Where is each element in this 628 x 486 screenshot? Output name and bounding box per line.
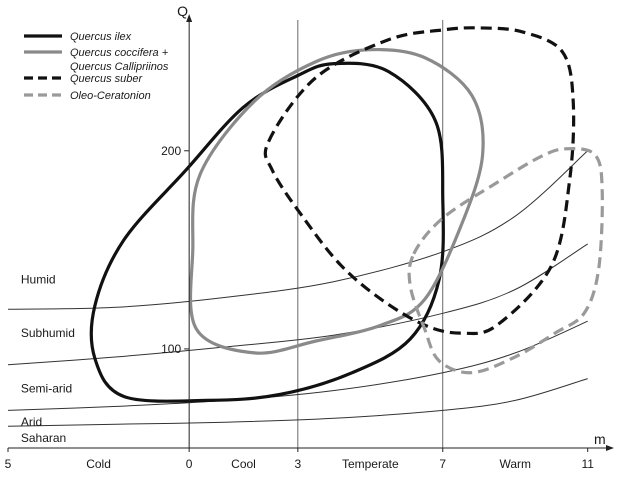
x-tick-label: 5 [5, 457, 12, 471]
zone-label: Semi-arid [21, 382, 72, 396]
zone-boundary [7, 378, 588, 427]
series-curve [263, 26, 576, 336]
x-tick-label: 7 [439, 457, 446, 471]
y-tick-label: 200 [161, 144, 181, 158]
x-tick-label: 11 [581, 457, 594, 471]
series-layer [89, 26, 604, 403]
zone-label: Arid [21, 415, 42, 429]
zone-boundary [7, 243, 588, 366]
legend-label-part: Quercus coccifera + [70, 47, 169, 59]
y-tick-label: 100 [161, 342, 181, 356]
y-axis-label: Q [177, 3, 188, 19]
x-zone-label: Cool [231, 457, 256, 471]
legend-label: Quercus ilex [70, 31, 132, 43]
x-tick-label: 3 [295, 457, 302, 471]
x-zone-label: Warm [499, 457, 531, 471]
series-curve [188, 47, 485, 355]
zone-label: Humid [21, 273, 56, 287]
x-axis-arrow [606, 445, 614, 451]
legend: Quercus ilex Quercus coccifera + Quercus C… [24, 31, 169, 102]
series-curve [89, 61, 445, 403]
x-axis-label: m [594, 431, 606, 447]
zone-boundary [7, 150, 589, 310]
x-tick-label: 0 [186, 457, 193, 471]
series-curve [407, 147, 604, 375]
x-zone-label: Temperate [342, 457, 399, 471]
axis-layer: Q m 5 0 3 7 11 Cold Cool Temperate Warm 100 200 [5, 3, 614, 471]
zone-label: Subhumid [21, 326, 75, 340]
label-layer: Humid Subhumid Semi-arid Arid Saharan [21, 273, 75, 446]
legend-label: Oleo-Ceratonion [70, 90, 151, 102]
x-zone-label: Cold [86, 457, 111, 471]
legend-label: Quercus suber [70, 73, 143, 85]
zone-label: Saharan [21, 431, 66, 445]
legend-label-part: Quercus Callipriinos [70, 61, 169, 73]
zone-boundaries [7, 150, 589, 427]
zone-boundary [7, 320, 588, 411]
y-axis-arrow [186, 14, 193, 22]
